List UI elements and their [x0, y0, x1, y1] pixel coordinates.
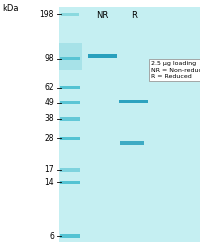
Bar	[59, 7, 200, 242]
Bar	[60, 137, 80, 140]
Text: 6: 6	[49, 232, 54, 241]
Text: 14: 14	[44, 178, 54, 187]
Text: 62: 62	[44, 83, 54, 92]
Text: 28: 28	[44, 134, 54, 143]
Text: 98: 98	[44, 54, 54, 63]
Bar	[60, 57, 80, 61]
Bar	[60, 168, 80, 172]
Bar	[60, 86, 80, 89]
Text: kDa: kDa	[2, 4, 18, 13]
Bar	[119, 100, 148, 103]
Text: 38: 38	[44, 114, 54, 124]
Bar	[60, 117, 80, 121]
Text: 49: 49	[44, 98, 54, 107]
Text: 198: 198	[40, 10, 54, 19]
Bar	[60, 181, 80, 184]
Text: NR: NR	[96, 11, 109, 20]
Text: 2.5 μg loading
NR = Non-reduced
R = Reduced: 2.5 μg loading NR = Non-reduced R = Redu…	[151, 61, 200, 79]
Bar	[60, 234, 80, 238]
Bar	[60, 101, 80, 104]
Bar	[88, 54, 117, 58]
Text: 17: 17	[44, 165, 54, 175]
Bar	[59, 43, 82, 70]
Text: R: R	[131, 11, 137, 20]
Bar	[120, 141, 144, 144]
Bar	[61, 12, 79, 16]
